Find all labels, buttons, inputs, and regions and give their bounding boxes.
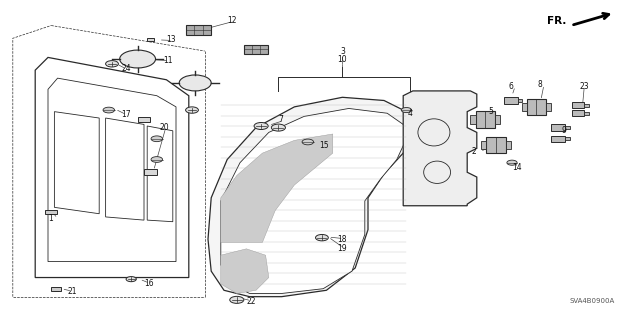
Text: FR.: FR. bbox=[547, 16, 566, 26]
Polygon shape bbox=[221, 108, 406, 293]
Circle shape bbox=[230, 296, 244, 303]
Text: 18: 18 bbox=[337, 235, 347, 244]
Text: 21: 21 bbox=[67, 287, 77, 296]
Bar bbox=[504, 97, 518, 104]
Circle shape bbox=[186, 107, 198, 113]
Text: 10: 10 bbox=[337, 55, 348, 63]
Text: 23: 23 bbox=[579, 82, 589, 91]
Text: 16: 16 bbox=[144, 279, 154, 288]
Text: 19: 19 bbox=[337, 244, 347, 253]
Bar bbox=[522, 103, 527, 111]
Bar bbox=[45, 210, 57, 214]
Bar bbox=[584, 112, 589, 115]
Text: 12: 12 bbox=[227, 16, 237, 25]
Bar bbox=[186, 25, 211, 35]
Text: 11: 11 bbox=[163, 56, 173, 65]
Bar bbox=[51, 287, 61, 291]
Text: 2: 2 bbox=[472, 147, 476, 156]
Circle shape bbox=[126, 277, 136, 282]
Bar bbox=[147, 38, 154, 41]
Bar bbox=[551, 136, 565, 142]
Bar bbox=[138, 117, 150, 122]
Polygon shape bbox=[221, 134, 333, 242]
Text: 7: 7 bbox=[278, 115, 284, 124]
Text: 15: 15 bbox=[319, 141, 328, 150]
Bar bbox=[476, 111, 495, 128]
Circle shape bbox=[254, 122, 268, 130]
Text: 20: 20 bbox=[160, 123, 170, 132]
Polygon shape bbox=[221, 249, 269, 293]
Text: 24: 24 bbox=[122, 64, 131, 73]
Circle shape bbox=[507, 160, 517, 165]
Text: 5: 5 bbox=[488, 107, 493, 116]
Polygon shape bbox=[208, 97, 413, 297]
Bar bbox=[572, 102, 584, 108]
Text: 4: 4 bbox=[408, 109, 413, 118]
Circle shape bbox=[103, 107, 115, 113]
Bar bbox=[144, 169, 157, 175]
Circle shape bbox=[106, 61, 118, 67]
Circle shape bbox=[302, 139, 314, 145]
Circle shape bbox=[271, 124, 285, 131]
Bar bbox=[470, 115, 476, 124]
Bar bbox=[481, 141, 486, 149]
Bar bbox=[546, 103, 551, 111]
Bar bbox=[506, 141, 511, 149]
Bar bbox=[244, 45, 268, 54]
Circle shape bbox=[151, 157, 163, 162]
Bar bbox=[565, 126, 570, 129]
Bar bbox=[565, 137, 570, 140]
Circle shape bbox=[316, 234, 328, 241]
Bar bbox=[551, 124, 565, 131]
Text: 3: 3 bbox=[340, 47, 345, 56]
Text: 1: 1 bbox=[48, 214, 52, 223]
Bar bbox=[527, 99, 546, 115]
Bar bbox=[572, 110, 584, 116]
Bar bbox=[518, 99, 522, 102]
Bar bbox=[495, 115, 500, 124]
Bar bbox=[486, 137, 506, 153]
Bar bbox=[584, 104, 589, 107]
Text: 6: 6 bbox=[509, 82, 514, 91]
Circle shape bbox=[179, 75, 211, 91]
Polygon shape bbox=[403, 91, 477, 206]
Text: 9: 9 bbox=[562, 126, 567, 135]
Text: SVA4B0900A: SVA4B0900A bbox=[569, 299, 614, 304]
Text: 22: 22 bbox=[246, 297, 256, 306]
Circle shape bbox=[401, 108, 412, 113]
Circle shape bbox=[120, 50, 156, 68]
Text: 14: 14 bbox=[512, 163, 522, 172]
Text: 13: 13 bbox=[166, 35, 176, 44]
Text: 17: 17 bbox=[122, 110, 131, 119]
Circle shape bbox=[151, 136, 163, 142]
Text: 8: 8 bbox=[538, 80, 542, 89]
